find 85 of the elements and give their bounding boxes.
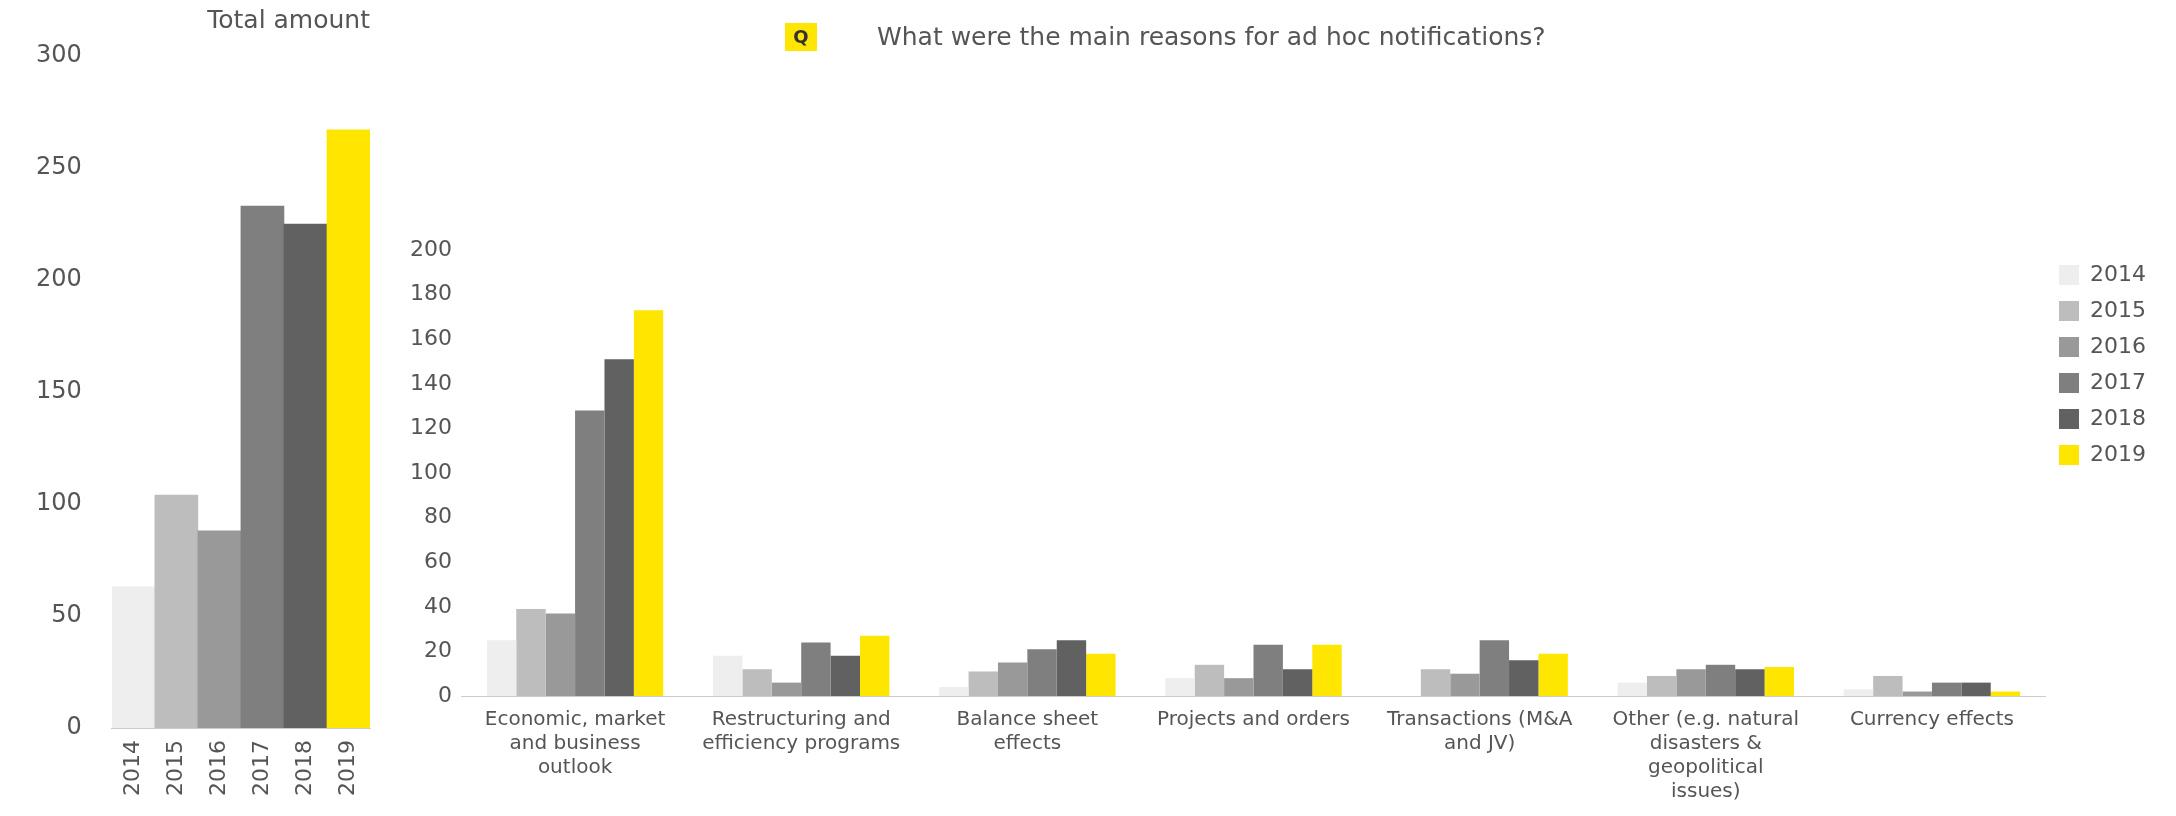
- y-tick-label: 0: [66, 712, 82, 741]
- y-tick-label: 40: [423, 592, 452, 618]
- legend-label: 2017: [2090, 368, 2147, 394]
- bar: [1705, 664, 1736, 696]
- bar: [742, 669, 772, 696]
- bar: [1282, 669, 1313, 696]
- y-tick-label: 120: [409, 414, 452, 440]
- bar: [1843, 689, 1874, 696]
- bar: [545, 613, 576, 696]
- x-tick-label: Restructuring and efficiency programs: [702, 706, 901, 755]
- bar: [1450, 673, 1480, 696]
- x-tick-label: 2018: [291, 740, 317, 797]
- x-tick-label: Economic, market and business outlook: [484, 706, 666, 779]
- y-tick-label: 50: [51, 600, 82, 629]
- bar: [326, 129, 370, 729]
- bar: [1676, 669, 1706, 696]
- bar: [1873, 675, 1903, 696]
- bar: [713, 655, 743, 696]
- y-tick-label: 60: [423, 547, 452, 573]
- bar: [1479, 640, 1510, 696]
- y-tick-label: 180: [409, 280, 452, 306]
- y-tick-label: 300: [36, 40, 82, 69]
- bar: [575, 410, 605, 696]
- bar: [1027, 649, 1057, 696]
- y-tick-label: 0: [437, 681, 452, 707]
- x-tick-label: Transactions (M&A and JV): [1385, 706, 1573, 755]
- y-tick-label: 200: [409, 235, 452, 261]
- bar: [1509, 660, 1539, 696]
- y-tick-label: 140: [409, 369, 452, 395]
- legend-label: 2016: [2090, 332, 2147, 358]
- bar: [1086, 653, 1116, 696]
- y-tick-label: 80: [423, 503, 452, 529]
- legend-label: 2014: [2090, 260, 2147, 286]
- y-tick-label: 100: [36, 488, 82, 517]
- y-tick-label: 160: [409, 324, 452, 350]
- bar: [240, 205, 285, 729]
- bar: [1538, 653, 1568, 696]
- x-tick-label: 2016: [205, 740, 231, 797]
- bar: [830, 655, 861, 696]
- legend-label: 2018: [2090, 404, 2147, 430]
- x-tick-label: Other (e.g. natural disasters & geopolitical issues): [1612, 706, 1800, 803]
- bar: [633, 310, 664, 696]
- x-tick-label: 2014: [119, 740, 145, 797]
- chart-title: Total amount: [206, 4, 371, 34]
- bar: [771, 682, 802, 696]
- y-tick-label: 100: [409, 458, 452, 484]
- bar: [1647, 675, 1677, 696]
- x-tick-label: 2017: [248, 740, 274, 797]
- bar: [1735, 669, 1765, 696]
- bar: [997, 662, 1028, 696]
- legend-label: 2019: [2090, 440, 2147, 466]
- bar: [283, 223, 328, 729]
- q-letter-icon: Q: [785, 22, 817, 51]
- legend-label: 2015: [2090, 296, 2147, 322]
- chart-title: What were the main reasons for ad hoc notifications?: [877, 22, 1546, 51]
- bar: [516, 609, 546, 696]
- bar: [1253, 644, 1283, 696]
- bar: [939, 687, 969, 696]
- bar: [1194, 664, 1225, 696]
- y-tick-label: 250: [36, 152, 82, 181]
- x-tick-label: Projects and orders: [1157, 706, 1350, 731]
- x-tick-label: 2015: [162, 740, 188, 797]
- bar: [486, 640, 517, 696]
- x-tick-label: Balance sheet effects: [956, 706, 1099, 755]
- bar: [154, 494, 199, 729]
- bar: [1764, 667, 1794, 696]
- x-tick-label: Currency effects: [1849, 706, 2014, 731]
- bar: [197, 530, 242, 729]
- bar: [1056, 640, 1087, 696]
- bar: [860, 635, 890, 696]
- bar: [604, 359, 634, 696]
- bar: [801, 642, 831, 696]
- y-tick-label: 20: [423, 637, 452, 663]
- bar: [1224, 678, 1254, 696]
- bar: [1165, 678, 1195, 696]
- bar: [1420, 669, 1451, 696]
- bar: [111, 586, 156, 729]
- bar: [968, 671, 998, 696]
- bar: [1617, 682, 1647, 696]
- bar: [1312, 644, 1342, 696]
- bar: [1931, 682, 1962, 696]
- y-tick-label: 200: [36, 264, 82, 293]
- x-tick-label: 2019: [334, 740, 360, 797]
- bar: [1961, 682, 1991, 696]
- y-tick-label: 150: [36, 376, 82, 405]
